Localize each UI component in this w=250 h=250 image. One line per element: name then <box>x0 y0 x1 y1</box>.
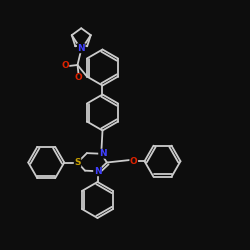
Text: N: N <box>99 149 106 158</box>
Text: O: O <box>61 62 69 70</box>
Text: S: S <box>74 158 81 167</box>
Text: O: O <box>130 157 138 166</box>
Text: N: N <box>94 167 101 176</box>
Text: N: N <box>78 44 85 53</box>
Text: O: O <box>75 74 82 82</box>
